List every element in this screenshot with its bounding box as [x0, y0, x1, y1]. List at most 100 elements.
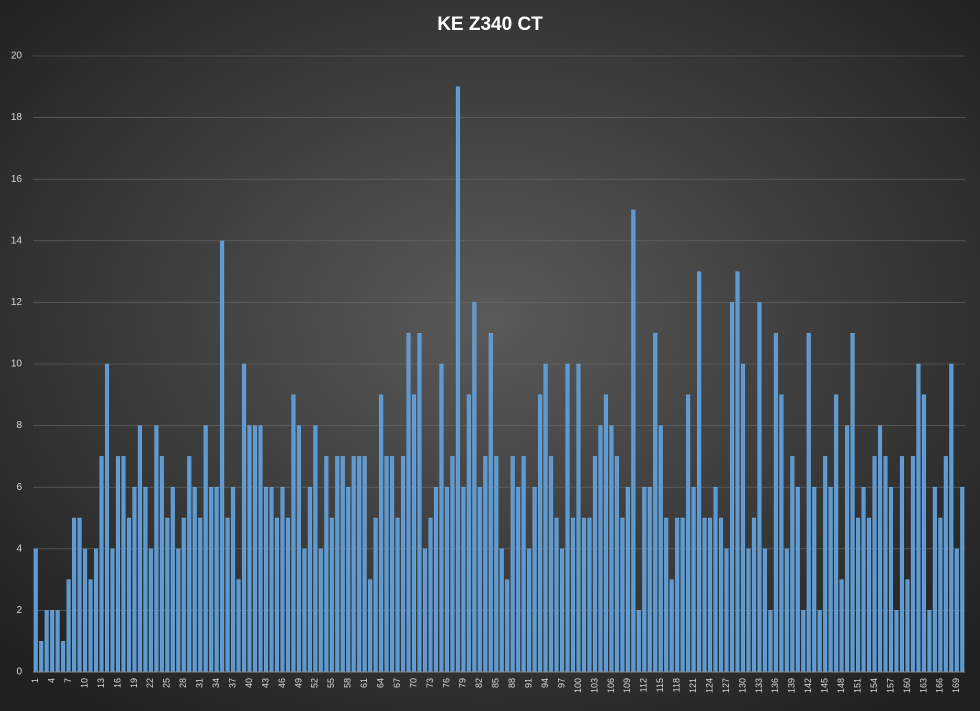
y-tick-label: 6 — [16, 482, 22, 493]
bar — [806, 333, 811, 673]
bar — [154, 425, 159, 673]
bar — [795, 487, 800, 673]
bar — [439, 363, 444, 673]
bar — [910, 456, 915, 673]
bar — [274, 517, 279, 673]
bar — [620, 517, 625, 673]
bar — [647, 487, 652, 673]
bar — [285, 517, 290, 673]
bar — [543, 363, 548, 673]
x-tick-label: 97 — [556, 678, 566, 688]
bar — [625, 487, 630, 673]
x-tick-label: 16 — [112, 678, 122, 688]
bar — [845, 425, 850, 673]
bar — [472, 302, 477, 673]
x-tick-label: 109 — [622, 678, 632, 693]
y-tick-label: 8 — [16, 420, 22, 431]
bar — [170, 487, 175, 673]
bar — [894, 610, 899, 673]
bar — [444, 487, 449, 673]
bar — [538, 394, 543, 673]
x-tick-label: 133 — [754, 678, 764, 693]
bar — [99, 456, 104, 673]
bar — [719, 517, 724, 673]
bar — [115, 456, 120, 673]
bar — [422, 548, 427, 673]
bar — [686, 394, 691, 673]
bar — [740, 363, 745, 673]
bar — [757, 302, 762, 673]
x-tick-label: 1 — [30, 678, 40, 683]
x-tick-label: 70 — [408, 678, 418, 688]
bar — [708, 517, 713, 673]
bar — [395, 517, 400, 673]
bar — [291, 394, 296, 673]
x-tick-label: 124 — [704, 678, 714, 693]
bar — [373, 517, 378, 673]
bar — [203, 425, 208, 673]
bar — [242, 363, 247, 673]
x-tick-label: 145 — [820, 678, 830, 693]
y-tick-label: 12 — [11, 297, 23, 308]
bar — [477, 487, 482, 673]
x-tick-label: 25 — [162, 678, 172, 688]
bar — [181, 517, 186, 673]
bar — [483, 456, 488, 673]
bar — [549, 456, 554, 673]
x-tick-label: 40 — [244, 678, 254, 688]
bar — [362, 456, 367, 673]
x-tick-label: 31 — [195, 678, 205, 688]
bar — [609, 425, 614, 673]
bar — [872, 456, 877, 673]
x-tick-label: 19 — [129, 678, 139, 688]
bar — [428, 517, 433, 673]
bar — [313, 425, 318, 673]
x-tick-label: 166 — [935, 678, 945, 693]
y-tick-label: 16 — [11, 174, 23, 185]
bar — [253, 425, 258, 673]
x-tick-label: 34 — [211, 678, 221, 688]
bar — [592, 456, 597, 673]
bar — [735, 271, 740, 673]
x-tick-label: 106 — [606, 678, 616, 693]
bar — [664, 517, 669, 673]
x-tick-label: 100 — [573, 678, 583, 693]
bar — [702, 517, 707, 673]
bar — [126, 517, 131, 673]
x-tick-label: 139 — [787, 678, 797, 693]
bar — [729, 302, 735, 673]
bar — [867, 517, 872, 673]
x-tick-label: 151 — [852, 678, 862, 693]
bar — [209, 487, 214, 673]
bar — [713, 487, 718, 673]
bar — [516, 487, 521, 673]
x-tick-label: 82 — [474, 678, 484, 688]
x-tick-label: 55 — [326, 678, 336, 688]
x-tick-label: 148 — [836, 678, 846, 693]
bar — [883, 456, 888, 673]
bar — [532, 487, 537, 673]
bar — [33, 548, 38, 673]
bar — [954, 548, 959, 673]
bar — [77, 517, 82, 673]
bar — [335, 456, 340, 673]
bar — [658, 425, 663, 673]
bar — [302, 548, 307, 673]
bar — [55, 610, 60, 673]
bar — [318, 548, 323, 673]
bar — [510, 456, 515, 673]
bar — [828, 487, 833, 673]
bar — [790, 456, 795, 673]
x-tick-label: 163 — [918, 678, 928, 693]
bar — [812, 487, 817, 673]
bar — [888, 487, 893, 673]
x-tick-label: 4 — [47, 678, 57, 683]
bar — [132, 487, 137, 673]
bar — [850, 333, 855, 673]
bar — [340, 456, 345, 673]
x-tick-label: 37 — [227, 678, 237, 688]
bar — [351, 456, 356, 673]
bar — [296, 425, 301, 673]
x-tick-label: 103 — [589, 678, 599, 693]
